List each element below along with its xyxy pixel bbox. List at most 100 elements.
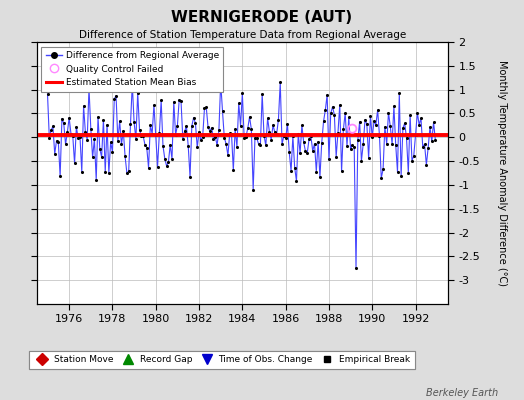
Point — [208, 124, 216, 131]
Point — [366, 112, 375, 119]
Point — [408, 158, 416, 164]
Point — [390, 103, 398, 109]
Point — [108, 149, 117, 155]
Point — [206, 128, 214, 134]
Point — [159, 142, 167, 149]
Point — [150, 102, 158, 108]
Point — [272, 131, 281, 137]
Point — [110, 96, 118, 102]
Point — [285, 149, 293, 156]
Point — [85, 85, 93, 92]
Point — [332, 154, 341, 160]
Point — [141, 142, 149, 148]
Point — [379, 166, 387, 173]
Point — [240, 134, 248, 141]
Point — [195, 128, 203, 135]
Point — [411, 132, 420, 138]
Point — [61, 141, 70, 148]
Point — [365, 155, 373, 162]
Point — [231, 126, 239, 132]
Point — [283, 121, 292, 128]
Point — [264, 115, 272, 121]
Point — [361, 116, 369, 123]
Point — [229, 167, 237, 173]
Point — [236, 123, 245, 129]
Point — [296, 150, 304, 156]
Point — [54, 139, 62, 145]
Point — [52, 138, 61, 144]
Point — [253, 135, 261, 142]
Point — [276, 79, 285, 86]
Point — [426, 124, 434, 130]
Point — [80, 103, 88, 109]
Point — [354, 137, 362, 143]
Point — [348, 142, 357, 148]
Point — [76, 133, 84, 140]
Point — [413, 110, 421, 116]
Point — [196, 137, 205, 144]
Point — [352, 265, 360, 272]
Point — [428, 138, 436, 144]
Point — [251, 134, 259, 141]
Point — [67, 130, 75, 137]
Point — [258, 91, 266, 97]
Point — [270, 129, 279, 136]
Point — [60, 120, 68, 126]
Point — [216, 79, 225, 86]
Point — [388, 141, 396, 147]
Point — [235, 100, 243, 106]
Y-axis label: Monthly Temperature Anomaly Difference (°C): Monthly Temperature Anomaly Difference (… — [497, 60, 507, 286]
Point — [312, 168, 321, 175]
Point — [245, 114, 254, 120]
Point — [419, 144, 427, 150]
Point — [316, 174, 324, 180]
Point — [310, 140, 319, 147]
Point — [370, 118, 378, 124]
Point — [219, 108, 227, 114]
Point — [314, 138, 322, 145]
Point — [148, 130, 156, 137]
Point — [265, 128, 274, 135]
Point — [112, 92, 120, 99]
Point — [114, 138, 122, 144]
Point — [121, 153, 129, 160]
Point — [303, 150, 311, 156]
Point — [211, 134, 220, 140]
Point — [213, 142, 221, 148]
Point — [135, 126, 144, 133]
Point — [345, 114, 353, 120]
Point — [301, 148, 310, 155]
Point — [377, 175, 386, 181]
Point — [244, 125, 252, 132]
Point — [70, 160, 79, 167]
Point — [47, 127, 56, 134]
Point — [155, 130, 163, 136]
Point — [334, 129, 342, 136]
Title: Difference of Station Temperature Data from Regional Average: Difference of Station Temperature Data f… — [79, 30, 406, 40]
Point — [309, 148, 317, 154]
Point — [339, 126, 347, 132]
Point — [94, 114, 102, 120]
Point — [83, 136, 91, 143]
Point — [173, 122, 182, 129]
Point — [384, 110, 392, 116]
Point — [374, 107, 382, 113]
Point — [106, 139, 115, 146]
Point — [350, 144, 358, 150]
Point — [160, 156, 169, 162]
Point — [177, 98, 185, 104]
Point — [321, 107, 330, 113]
Point — [326, 110, 335, 116]
Point — [298, 122, 306, 129]
Point — [424, 144, 432, 151]
Point — [247, 126, 256, 133]
Point — [144, 164, 152, 171]
Point — [343, 142, 351, 149]
Point — [92, 177, 101, 183]
Point — [372, 122, 380, 128]
Point — [330, 112, 339, 118]
Point — [346, 146, 355, 152]
Point — [134, 90, 142, 96]
Point — [168, 156, 176, 162]
Point — [157, 97, 166, 104]
